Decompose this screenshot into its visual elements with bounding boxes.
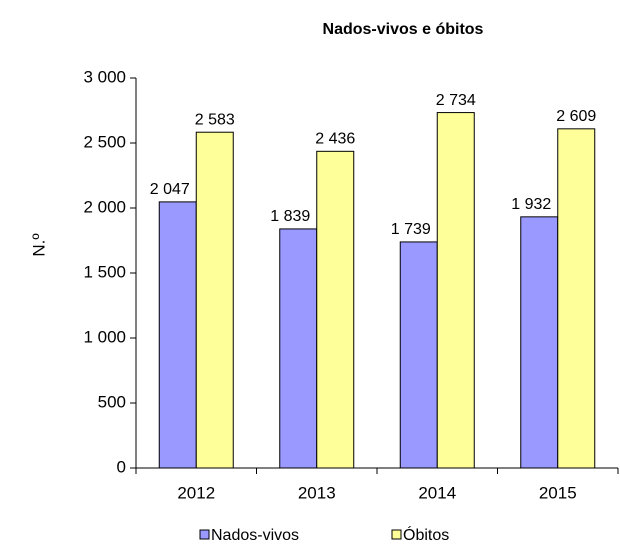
legend-label: Nados-vivos	[211, 527, 299, 544]
y-tick-label: 500	[98, 392, 126, 411]
value-label: 2 583	[195, 111, 235, 128]
bar	[399, 241, 438, 469]
value-label: 2 609	[556, 108, 596, 125]
y-tick-label: 0	[117, 457, 126, 476]
y-axis-label: N.º	[29, 233, 48, 256]
x-tick-label: 2013	[298, 483, 336, 502]
bar	[316, 150, 355, 469]
legend-label: Óbitos	[403, 525, 449, 544]
legend-swatch	[199, 529, 210, 540]
x-tick-label: 2012	[177, 483, 215, 502]
chart-title: Nados-vivos e óbitos	[323, 21, 484, 38]
y-tick-label: 2 000	[83, 197, 126, 216]
bar	[279, 228, 318, 469]
bar	[557, 128, 596, 469]
y-tick-label: 2 500	[83, 132, 126, 151]
bar	[520, 216, 559, 469]
value-label: 1 839	[270, 208, 310, 225]
value-label: 1 932	[511, 196, 551, 213]
y-tick-label: 3 000	[83, 67, 126, 86]
y-tick-label: 1 000	[83, 327, 126, 346]
value-label: 2 047	[150, 181, 190, 198]
value-label: 2 734	[436, 92, 476, 109]
value-label: 1 739	[391, 221, 431, 238]
legend-swatch	[391, 529, 402, 540]
bar	[158, 201, 197, 469]
bar	[195, 131, 234, 469]
x-tick-label: 2014	[418, 483, 456, 502]
x-tick-label: 2015	[539, 483, 577, 502]
bar	[436, 112, 475, 469]
value-label: 2 436	[315, 131, 355, 148]
y-tick-label: 1 500	[83, 262, 126, 281]
